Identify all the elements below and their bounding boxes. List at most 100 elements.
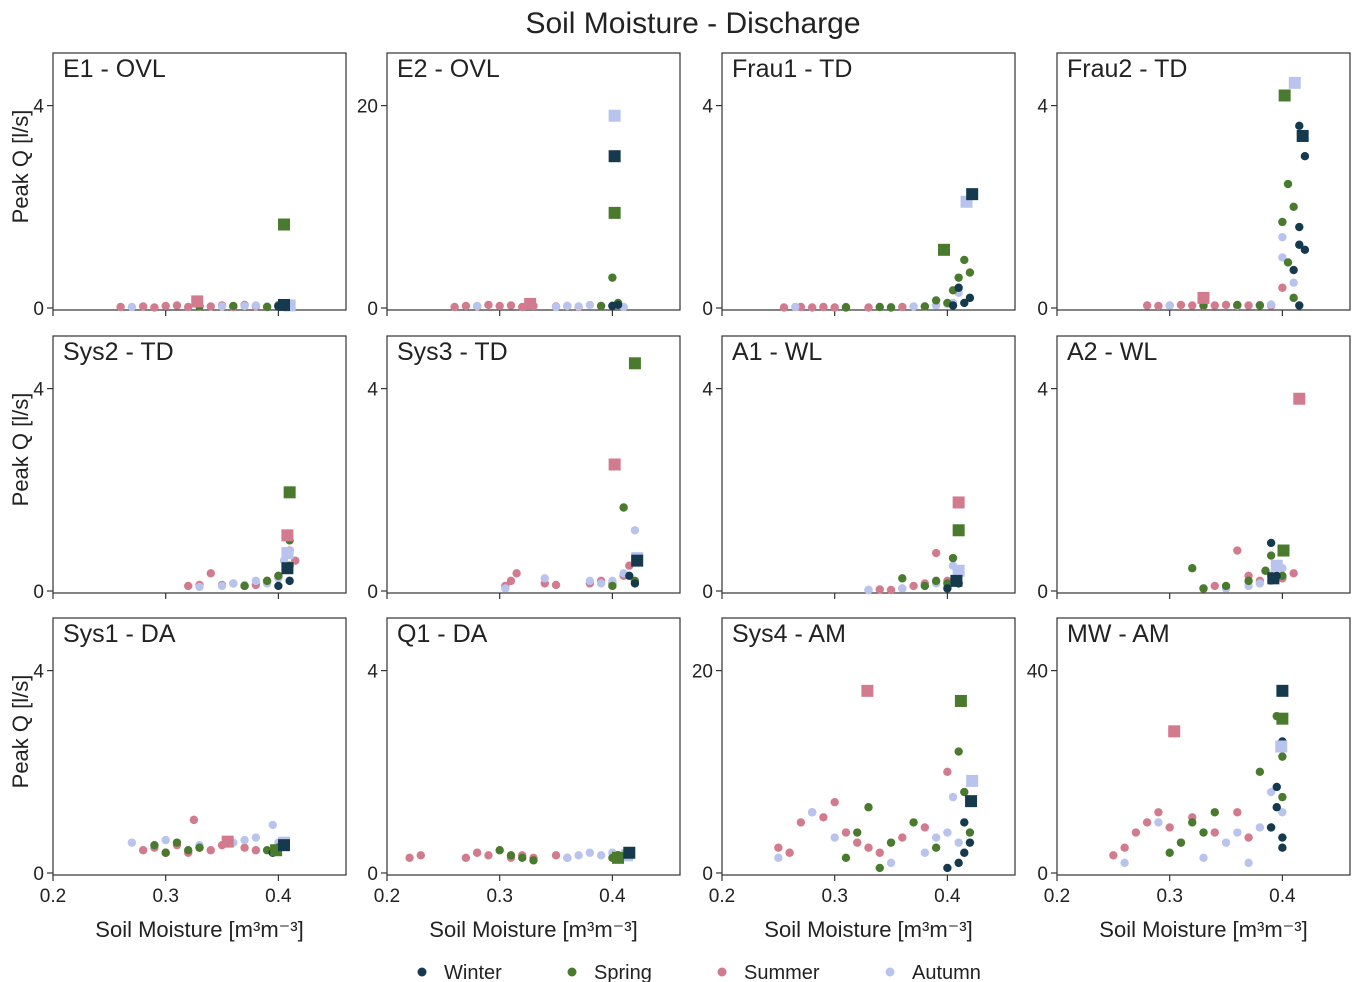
point-autumn (251, 576, 261, 586)
panel-a2-wl: 0 4 A2 - WL (1037, 335, 1351, 603)
point-spring (529, 856, 538, 865)
point-summer (1142, 818, 1152, 827)
point-spring (841, 303, 851, 312)
point-winter (285, 576, 294, 586)
point-spring (1278, 752, 1287, 761)
point-spring (1289, 293, 1298, 303)
point-autumn (1255, 823, 1265, 832)
panel-title: Frau1 - TD (732, 55, 852, 83)
point-spring (596, 301, 606, 311)
panel-e1-ovl: 0 4 E1 - OVL Peak Q [l/s] (8, 52, 347, 320)
point-autumn (574, 302, 583, 311)
point-summer (1278, 283, 1287, 292)
point-summer (898, 833, 907, 842)
point-summer (864, 303, 873, 312)
peak-marker-summer (1197, 291, 1210, 304)
point-autumn (943, 828, 952, 837)
point-summer (1244, 833, 1253, 842)
point-autumn (540, 574, 549, 583)
peak-marker-winter (1296, 129, 1309, 142)
point-autumn (585, 848, 595, 857)
point-summer (830, 303, 839, 312)
point-winter (1300, 152, 1310, 161)
point-winter (1289, 265, 1298, 275)
point-summer (1210, 828, 1219, 837)
peak-marker-summer (952, 496, 965, 509)
panel-title: E2 - OVL (397, 55, 500, 83)
point-spring (195, 843, 204, 852)
point-autumn (830, 833, 839, 842)
point-spring (1244, 576, 1253, 586)
panel-q1-da: 0 4 0.2 0.3 0.4 Q1 - DA Soil Moisture [m³m⁻³] (367, 617, 681, 942)
peak-marker-autumn (952, 564, 965, 577)
y-axis-label: Peak Q [l/s] (8, 675, 33, 789)
y-tick-label: 0 (33, 582, 44, 603)
legend-label-spring: Spring (594, 962, 652, 982)
peak-marker-spring (628, 357, 641, 370)
point-autumn (1154, 818, 1163, 827)
point-spring (1283, 258, 1293, 267)
point-summer (864, 843, 873, 852)
point-spring (948, 553, 958, 563)
point-summer (1210, 301, 1219, 310)
point-winter (274, 581, 283, 591)
point-spring (172, 838, 182, 847)
panels: 0 4 E1 - OVL Peak Q [l/s] 0 20 E2 - OVL 0 4 Frau1… (8, 52, 1351, 942)
point-autumn (774, 853, 783, 863)
point-spring (1199, 584, 1208, 593)
panel-frame (386, 335, 681, 594)
point-spring (1210, 808, 1219, 817)
point-summer (875, 848, 884, 857)
point-summer (853, 838, 862, 847)
peak-marker-winter (278, 298, 291, 311)
point-autumn (585, 576, 595, 586)
point-autumn (1233, 828, 1242, 837)
point-autumn (954, 838, 963, 847)
point-summer (116, 302, 125, 312)
y-tick-label: 0 (1037, 299, 1048, 320)
x-tick-label: 0.3 (486, 886, 512, 907)
point-autumn (1255, 579, 1265, 588)
point-summer (506, 301, 516, 310)
peak-marker-autumn (966, 774, 979, 787)
point-winter (1295, 240, 1304, 249)
point-spring (1176, 838, 1186, 847)
point-autumn (1278, 232, 1287, 242)
point-spring (495, 846, 504, 855)
panel-frame (1056, 52, 1351, 311)
point-autumn (1120, 858, 1129, 868)
point-summer (1165, 823, 1174, 832)
point-spring (909, 818, 918, 827)
peak-marker-spring (1278, 89, 1291, 102)
panel-title: Q1 - DA (397, 620, 488, 648)
panel-e2-ovl: 0 20 E2 - OVL (357, 52, 681, 320)
peak-marker-winter (281, 562, 294, 575)
point-autumn (864, 585, 873, 595)
y-tick-label: 0 (1037, 864, 1048, 885)
point-spring (886, 303, 896, 312)
x-tick-label: 0.2 (40, 886, 66, 907)
peak-marker-winter (278, 839, 291, 852)
peak-marker-summer (608, 458, 621, 471)
x-tick-label: 0.2 (709, 886, 735, 907)
point-summer (461, 301, 471, 311)
point-winter (1272, 803, 1281, 812)
point-autumn (886, 858, 896, 868)
point-spring (608, 581, 617, 591)
point-autumn (501, 584, 510, 593)
peak-marker-winter (1267, 572, 1280, 585)
point-autumn (161, 835, 170, 845)
point-autumn (920, 848, 930, 857)
point-spring (886, 838, 896, 847)
x-tick-label: 0.2 (374, 886, 400, 907)
point-autumn (217, 302, 227, 311)
point-spring (1278, 792, 1287, 802)
point-spring (965, 268, 975, 277)
legend-marker-summer (717, 967, 727, 977)
x-tick-label: 0.4 (265, 886, 292, 907)
point-spring (965, 828, 975, 837)
point-autumn (596, 579, 606, 588)
point-spring (1199, 828, 1208, 837)
peak-marker-summer (221, 835, 234, 848)
